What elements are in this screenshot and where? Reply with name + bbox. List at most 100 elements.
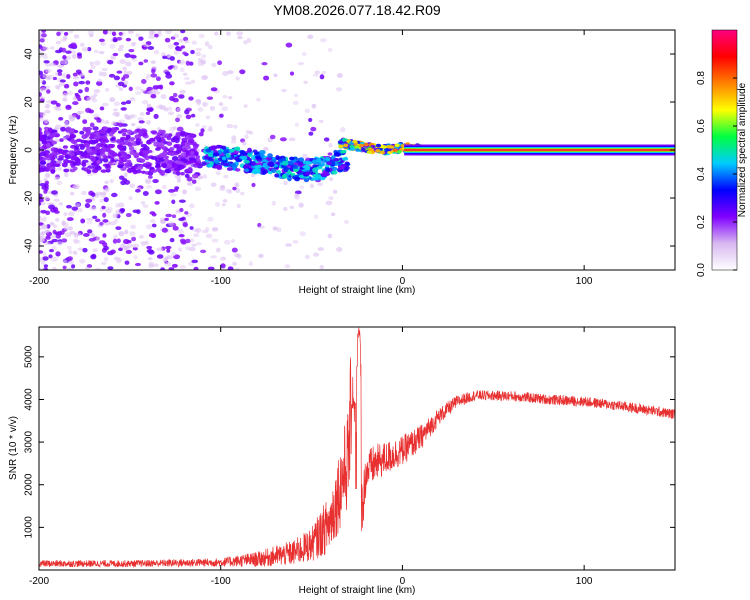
noise-blob: [130, 42, 136, 47]
noise-blob: [318, 119, 324, 124]
noise-blob: [153, 113, 159, 119]
noise-blob: [73, 232, 78, 237]
noise-blob: [205, 115, 210, 120]
noise-blob: [283, 180, 288, 186]
noise-blob: [162, 184, 167, 190]
noise-blob: [134, 262, 142, 267]
noise-blob: [60, 38, 67, 42]
noise-blob: [115, 113, 120, 118]
noise-blob: [77, 89, 83, 94]
noise-blob: [73, 238, 79, 244]
noise-blob: [68, 249, 73, 255]
noise-blob: [70, 115, 76, 120]
trail-blob: [267, 161, 275, 168]
trail-blob: [230, 163, 237, 167]
noise-blob: [240, 191, 245, 196]
noise-blob: [75, 203, 81, 208]
noise-blob: [39, 201, 42, 206]
noise-blob: [102, 30, 108, 35]
noise-blob: [261, 61, 268, 66]
noise-blob: [49, 221, 55, 226]
noise-blob: [313, 252, 320, 257]
noise-blob: [163, 107, 169, 112]
noise-blob: [221, 203, 226, 207]
trail-blob: [102, 158, 109, 163]
noise-blob: [207, 266, 215, 270]
trail-blob: [226, 167, 233, 171]
trail-blob: [326, 161, 332, 166]
trail-blob: [333, 158, 340, 162]
noise-blob: [148, 175, 153, 179]
x-tick-label: -200: [29, 576, 49, 587]
noise-blob: [66, 74, 71, 79]
noise-blob: [231, 247, 238, 253]
noise-blob: [122, 66, 127, 71]
noise-blob: [88, 69, 93, 74]
noise-blob: [101, 67, 108, 72]
trail-blob: [93, 135, 101, 140]
noise-blob: [63, 120, 69, 126]
trail-blob: [70, 144, 76, 149]
noise-blob: [175, 117, 180, 123]
trail-blob: [188, 159, 196, 164]
noise-blob: [113, 234, 118, 239]
trail-blob: [39, 152, 47, 157]
noise-blob: [140, 200, 146, 205]
noise-blob: [135, 33, 140, 38]
noise-blob: [52, 229, 57, 235]
noise-blob: [145, 75, 151, 81]
noise-blob: [174, 186, 180, 190]
noise-blob: [309, 183, 315, 189]
noise-blob: [67, 30, 74, 34]
noise-blob: [72, 184, 80, 190]
trail-blob: [81, 134, 88, 140]
noise-blob: [172, 97, 179, 103]
trail-blob: [262, 162, 268, 167]
noise-blob: [164, 217, 169, 222]
noise-blob: [42, 55, 48, 59]
trail-blob: [198, 132, 204, 137]
noise-blob: [64, 172, 69, 178]
noise-blob: [49, 248, 54, 253]
noise-blob: [211, 238, 219, 243]
noise-blob: [102, 219, 109, 223]
transition-blob: [375, 143, 382, 148]
trail-blob: [55, 163, 61, 167]
noise-blob: [92, 113, 100, 118]
trail-blob: [94, 145, 100, 150]
noise-blob: [103, 197, 109, 203]
noise-blob: [123, 80, 129, 86]
noise-blob: [246, 37, 252, 43]
noise-blob: [149, 219, 156, 224]
noise-blob: [82, 247, 88, 253]
trail-blob: [158, 142, 165, 148]
noise-blob: [169, 237, 175, 243]
noise-blob: [172, 126, 177, 130]
transition-blob: [384, 148, 390, 152]
noise-blob: [169, 81, 175, 86]
noise-blob: [204, 41, 210, 47]
noise-blob: [67, 260, 75, 265]
noise-blob: [190, 49, 195, 55]
noise-blob: [141, 100, 149, 105]
trail-blob: [59, 138, 64, 142]
trail-blob: [89, 133, 95, 139]
noise-blob: [234, 183, 240, 188]
trail-blob: [225, 152, 231, 158]
trail-blob: [160, 138, 166, 143]
trail-blob: [213, 152, 220, 157]
trail-blob: [312, 173, 318, 178]
trail-blob: [141, 150, 149, 154]
transition-blob: [366, 150, 372, 154]
noise-blob: [194, 186, 202, 191]
noise-blob: [183, 76, 190, 81]
noise-blob: [51, 238, 59, 243]
noise-blob: [258, 225, 265, 229]
noise-blob: [112, 52, 119, 57]
noise-blob: [148, 264, 154, 269]
noise-blob: [39, 70, 44, 76]
noise-blob: [138, 120, 145, 124]
y-tick-label: 1000: [24, 516, 35, 539]
noise-blob: [189, 203, 195, 209]
trail-blob: [108, 150, 115, 155]
